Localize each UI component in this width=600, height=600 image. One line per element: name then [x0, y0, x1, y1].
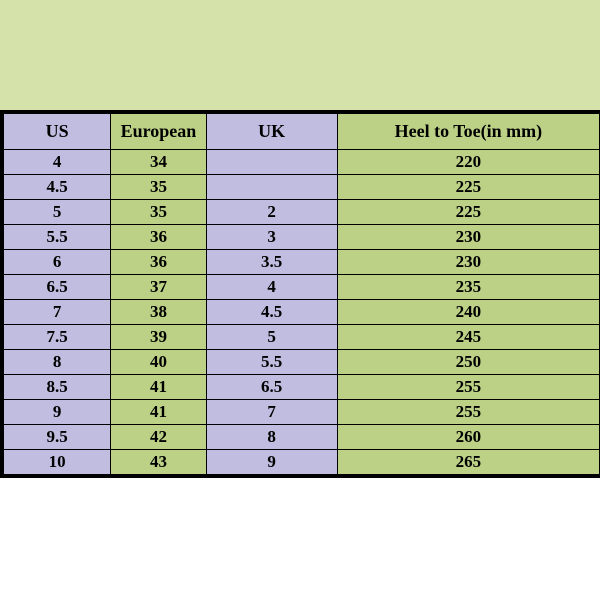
cell: 38 — [111, 300, 206, 325]
cell: 8 — [206, 425, 337, 450]
cell: 8 — [4, 350, 111, 375]
cell: 6.5 — [206, 375, 337, 400]
cell: 10 — [4, 450, 111, 475]
cell: 9 — [4, 400, 111, 425]
cell: 2 — [206, 200, 337, 225]
cell: 260 — [337, 425, 599, 450]
cell: 255 — [337, 375, 599, 400]
cell: 265 — [337, 450, 599, 475]
table-row: 4.535 225 — [4, 175, 600, 200]
cell: 4 — [4, 150, 111, 175]
cell: 9.5 — [4, 425, 111, 450]
page: US European UK Heel to Toe(in mm) 434220… — [0, 0, 600, 600]
cell: 43 — [111, 450, 206, 475]
cell: 5.5 — [206, 350, 337, 375]
cell: 6.5 — [4, 275, 111, 300]
cell: 230 — [337, 250, 599, 275]
table-row: 7384.5240 — [4, 300, 600, 325]
cell: 245 — [337, 325, 599, 350]
cell: 8.5 — [4, 375, 111, 400]
cell: 9 — [206, 450, 337, 475]
table-body: 4342204.53522553522255.53632306363.52306… — [4, 150, 600, 475]
cell: 230 — [337, 225, 599, 250]
cell: 3.5 — [206, 250, 337, 275]
cell: 7 — [206, 400, 337, 425]
cell: 37 — [111, 275, 206, 300]
cell: 36 — [111, 225, 206, 250]
table-row: 10439265 — [4, 450, 600, 475]
cell: 5.5 — [4, 225, 111, 250]
cell: 42 — [111, 425, 206, 450]
cell: 35 — [111, 200, 206, 225]
cell: 40 — [111, 350, 206, 375]
cell: 3 — [206, 225, 337, 250]
cell: 39 — [111, 325, 206, 350]
cell: 7.5 — [4, 325, 111, 350]
table-row: 9.5428260 — [4, 425, 600, 450]
cell: 5 — [206, 325, 337, 350]
cell: 36 — [111, 250, 206, 275]
header-european: European — [111, 114, 206, 150]
table-row: 8405.5250 — [4, 350, 600, 375]
top-spacer — [0, 0, 600, 110]
bottom-spacer — [0, 478, 600, 600]
size-chart-wrap: US European UK Heel to Toe(in mm) 434220… — [0, 110, 600, 478]
cell: 220 — [337, 150, 599, 175]
cell: 6 — [4, 250, 111, 275]
table-row: 5.5363230 — [4, 225, 600, 250]
cell: 235 — [337, 275, 599, 300]
cell: 240 — [337, 300, 599, 325]
table-row: 5352225 — [4, 200, 600, 225]
cell: 225 — [337, 200, 599, 225]
cell: 5 — [4, 200, 111, 225]
cell: 255 — [337, 400, 599, 425]
table-row: 8.5416.5255 — [4, 375, 600, 400]
cell: 225 — [337, 175, 599, 200]
cell: 4.5 — [206, 300, 337, 325]
table-row: 6.5374235 — [4, 275, 600, 300]
cell — [206, 175, 337, 200]
cell: 4 — [206, 275, 337, 300]
header-us: US — [4, 114, 111, 150]
header-row: US European UK Heel to Toe(in mm) — [4, 114, 600, 150]
table-row: 9417255 — [4, 400, 600, 425]
cell: 34 — [111, 150, 206, 175]
table-head: US European UK Heel to Toe(in mm) — [4, 114, 600, 150]
cell: 41 — [111, 400, 206, 425]
cell: 35 — [111, 175, 206, 200]
cell: 7 — [4, 300, 111, 325]
table-row: 6363.5230 — [4, 250, 600, 275]
cell — [206, 150, 337, 175]
cell: 41 — [111, 375, 206, 400]
table-row: 434 220 — [4, 150, 600, 175]
header-heeltoe: Heel to Toe(in mm) — [337, 114, 599, 150]
size-chart-table: US European UK Heel to Toe(in mm) 434220… — [3, 113, 600, 475]
table-row: 7.5395245 — [4, 325, 600, 350]
cell: 4.5 — [4, 175, 111, 200]
header-uk: UK — [206, 114, 337, 150]
cell: 250 — [337, 350, 599, 375]
